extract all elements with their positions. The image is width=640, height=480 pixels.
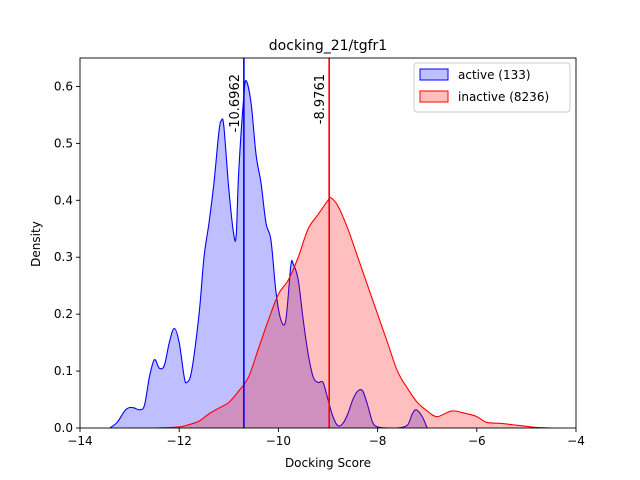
legend-swatch-0 (419, 68, 449, 81)
legend: active (133) inactive (8236) (413, 62, 571, 113)
chart-title: docking_21/tgfr1 (269, 38, 387, 54)
legend-label-1: inactive (8236) (458, 90, 549, 104)
x-tick-label-2: −10 (266, 434, 291, 448)
series-0-area (109, 80, 428, 428)
legend-label-0: active (133) (458, 68, 531, 82)
x-tick-label-0: −14 (67, 434, 92, 448)
y-tick-label-3: 0.3 (54, 250, 73, 264)
x-tick-label-4: −6 (468, 434, 486, 448)
mean-line-label-0: -10.6962 (228, 74, 243, 132)
series-1-line (129, 196, 552, 428)
x-axis-label: Docking Score (285, 456, 371, 470)
y-tick-label-2: 0.2 (54, 307, 73, 321)
x-tick-label-5: −4 (567, 434, 585, 448)
x-tick-label-3: −8 (369, 434, 387, 448)
y-tick-label-1: 0.1 (54, 364, 73, 378)
y-tick-label-5: 0.5 (54, 136, 73, 150)
x-tick-label-1: −12 (167, 434, 192, 448)
series-1-area (129, 197, 552, 428)
plot-data-group (109, 58, 552, 428)
plot-area: -10.6962 -8.9761 −14 −12 −10 −8 −6 −4 0.0 0.1 0.2 0… (54, 57, 585, 448)
plot-frame (79, 57, 577, 429)
mean-line-label-1: -8.9761 (313, 74, 328, 124)
y-tick-label-4: 0.4 (54, 193, 73, 207)
y-axis-label: Density (29, 221, 43, 267)
y-tick-label-0: 0.0 (54, 421, 73, 435)
series-0-line (109, 80, 428, 428)
legend-box (413, 62, 571, 113)
y-tick-label-6: 0.6 (54, 79, 73, 93)
legend-swatch-1 (419, 90, 449, 103)
